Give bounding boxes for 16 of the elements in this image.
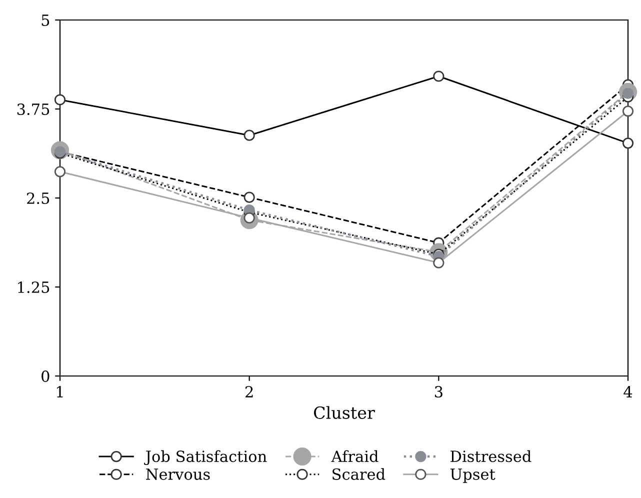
legend-label: Distressed <box>450 450 532 462</box>
y-tick-label: 1.25 <box>18 281 50 294</box>
legend-label: Job Satisfaction <box>144 450 267 466</box>
y-tick-label: 3.75 <box>17 103 50 116</box>
legend-label: Upset <box>450 468 496 483</box>
x-axis-title: Cluster <box>314 406 375 419</box>
legend-label: Scared <box>332 468 386 480</box>
y-tick-label: 0 <box>42 370 50 382</box>
x-tick-label: 3 <box>434 386 442 398</box>
x-tick-label: 4 <box>624 386 632 398</box>
y-tick-label: 5 <box>42 14 50 26</box>
legend-label: Afraid <box>331 450 378 462</box>
x-tick-label: 2 <box>246 386 253 398</box>
x-tick-label: 1 <box>57 386 63 398</box>
y-tick-label: 2.5 <box>27 192 50 204</box>
legend-label: Nervous <box>146 468 210 480</box>
